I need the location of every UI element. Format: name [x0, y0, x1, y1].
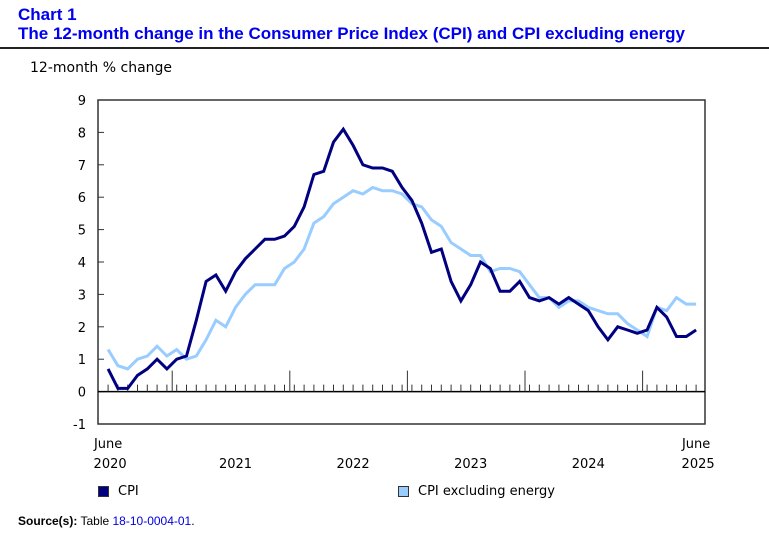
source-prefix: Table — [80, 514, 110, 528]
x-tick-label-year: 2025 — [682, 457, 715, 472]
y-tick-label: 0 — [78, 386, 86, 401]
chart-number: Chart 1 — [18, 5, 77, 24]
legend-item-cpi: CPI — [98, 484, 139, 499]
y-tick-label: 6 — [78, 191, 86, 206]
y-tick-label: -1 — [73, 418, 86, 433]
x-tick-label-year: 2020 — [94, 457, 127, 472]
source-note: Source(s): Table 18-10-0004-01. — [18, 514, 195, 528]
series-layer — [106, 126, 697, 390]
legend-label-cpi-excl-energy: CPI excluding energy — [418, 484, 555, 499]
y-tick-label: 3 — [78, 288, 86, 303]
x-tick-label-month: June — [681, 437, 710, 452]
series-line-cpi — [106, 126, 697, 390]
legend-swatch-cpi-excl-energy — [398, 486, 409, 497]
source-suffix: . — [191, 514, 195, 528]
tick-labels: -1 0 1 2 3 4 5 6 7 8 9 June 2020 2021 2022 2023 2024 June… — [73, 94, 715, 472]
source-table-link[interactable]: 18-10-0004-01 — [112, 514, 192, 528]
x-tick-label-year: 2022 — [337, 457, 370, 472]
legend-label-cpi: CPI — [118, 484, 139, 499]
y-tick-label: 8 — [78, 126, 86, 141]
title-divider — [0, 47, 769, 49]
y-axis-label: 12-month % change — [30, 60, 173, 76]
x-tick-label-year: 2021 — [219, 457, 252, 472]
y-tick-label: 5 — [78, 224, 86, 239]
y-tick-label: 2 — [78, 321, 86, 336]
y-tick-label: 1 — [78, 353, 86, 368]
x-tick-label-year: 2023 — [454, 457, 487, 472]
x-tick-label-month: June — [93, 437, 122, 452]
y-tick-label: 7 — [78, 159, 86, 174]
source-label: Source(s): — [18, 514, 78, 528]
y-tick-label: 9 — [78, 94, 86, 109]
legend-swatch-cpi — [98, 486, 109, 497]
legend-item-cpi-excl-energy: CPI excluding energy — [398, 484, 555, 499]
x-tick-label-year: 2024 — [572, 457, 605, 472]
y-tick-label: 4 — [78, 256, 86, 271]
axes — [97, 99, 706, 425]
chart-title: The 12-month change in the Consumer Pric… — [18, 24, 685, 43]
plot-frame — [97, 99, 706, 425]
